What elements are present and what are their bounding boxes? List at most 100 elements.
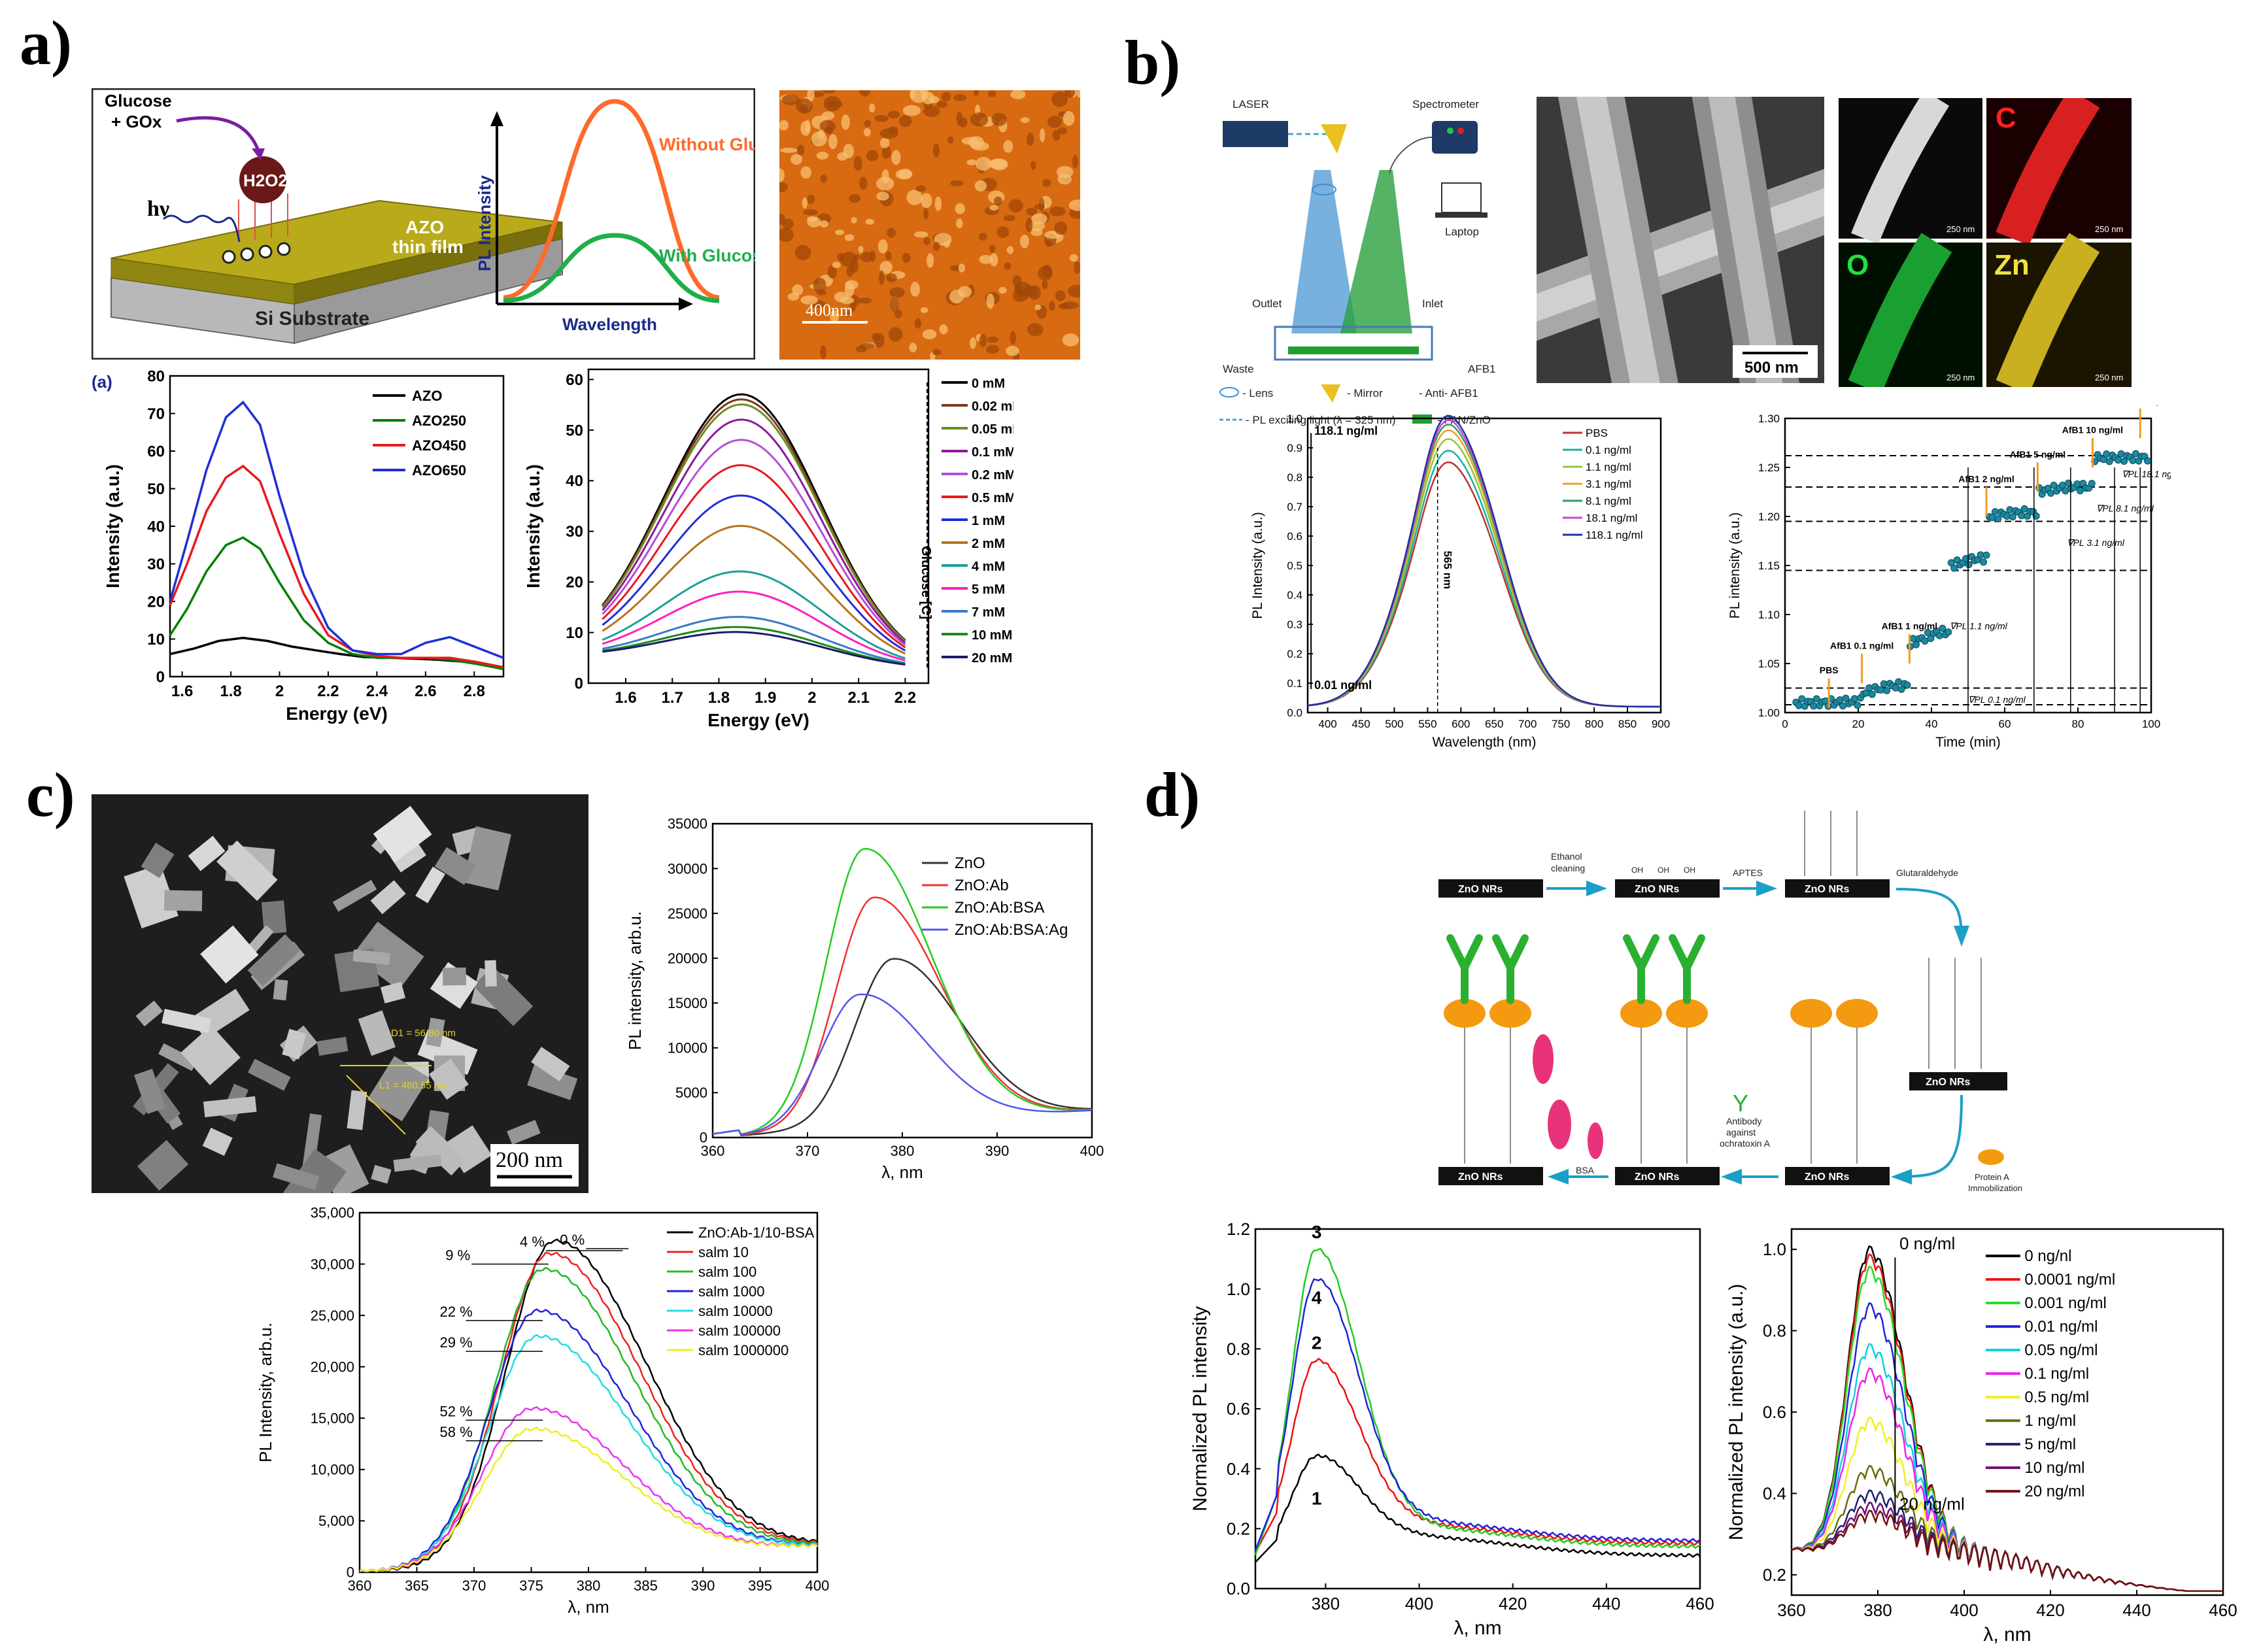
afm-grain	[1004, 262, 1012, 270]
bsa-label: BSA	[1576, 1165, 1595, 1175]
afm-grain	[1038, 265, 1053, 281]
afm-grain	[819, 120, 836, 133]
injection-label: AfB1 2 ng/ml	[1958, 474, 2014, 484]
data-point	[2088, 480, 2096, 488]
afm-grain	[864, 120, 871, 127]
x-tick-label: 375	[519, 1577, 543, 1594]
zno-crystal	[158, 1043, 197, 1071]
y-axis-label: Normalized PL intensity	[1189, 1306, 1211, 1511]
data-point	[1935, 632, 1943, 639]
afm-grains	[779, 90, 1080, 360]
y-tick-label: 0.0	[1287, 707, 1302, 719]
y-tick-label: 0.0	[1227, 1579, 1250, 1598]
x-tick-label: 390	[691, 1577, 715, 1594]
legend-label: 1.1 ng/ml	[1586, 461, 1631, 473]
series-line-ota	[1791, 1245, 2223, 1593]
x-tick-label: 420	[1499, 1594, 1527, 1613]
protein-a-icon	[1978, 1149, 2004, 1165]
annotation-top: 0 ng/ml	[1899, 1234, 1955, 1253]
afm-grain	[958, 286, 972, 297]
afm-grain	[891, 150, 901, 165]
series-line-salm	[359, 1251, 818, 1572]
eds-scale-4: 250 nm	[2095, 373, 2123, 382]
zno-crystal	[180, 1025, 241, 1085]
legend-label: 4 mM	[972, 560, 1005, 574]
substrate-label: Si Substrate	[255, 308, 369, 329]
afm-grain	[923, 207, 929, 220]
y-tick-label: 25,000	[311, 1307, 354, 1324]
data-point	[2003, 513, 2011, 520]
afm-grain	[834, 292, 849, 303]
eds-c-label: C	[1996, 102, 2016, 134]
data-point	[1868, 690, 1876, 698]
legend-label: 8.1 ng/ml	[1586, 495, 1631, 507]
x-tick-label: 2	[808, 689, 816, 707]
a-schematic: AZO thin film Si Substrate H2O2 Glucose …	[92, 88, 755, 360]
mirror-icon	[1321, 124, 1347, 154]
y-tick-label: 50	[147, 480, 165, 498]
afm-grain	[915, 185, 926, 192]
series-line-glucose	[602, 626, 906, 666]
zno-crystal	[347, 1090, 367, 1130]
h2o2-label: H2O2	[243, 171, 288, 190]
y-tick-label: 5,000	[318, 1513, 354, 1529]
y-tick-label: 20000	[668, 950, 707, 966]
x-tick-label: 2.4	[366, 683, 388, 700]
wavelength-label: Wavelength	[562, 314, 657, 334]
afm-grain	[853, 156, 862, 171]
chart-a2: 1.6 1.7 1.8 1.9 2 2.1 2.2 0 10 20 30 40 50 60 Energy (…	[523, 368, 1013, 730]
spectrometer-box	[1432, 121, 1478, 154]
y-axis-label: Intensity (a.u.)	[103, 464, 123, 588]
y-tick-label: 5000	[675, 1085, 707, 1101]
c-sem-image: D1 = 56.80 nm L1 = 460.55 nm 200 nm	[92, 794, 588, 1193]
afm-grain	[1042, 179, 1051, 187]
afm-grain	[932, 143, 940, 158]
afm-grain	[971, 141, 989, 151]
x-tick-label: 2.2	[894, 689, 916, 707]
data-point	[2009, 513, 2016, 520]
b-sem-image: 500 nm	[1537, 97, 1824, 383]
b-setup-legend: - Lens - Mirror - Anti- AFB1 - PL exciti…	[1219, 384, 1491, 426]
y-tick-label: 15000	[668, 995, 707, 1011]
eds-o-label: O	[1846, 249, 1869, 281]
x-tick-label: 395	[748, 1577, 772, 1594]
y-tick-label: 50	[566, 422, 583, 439]
afm-grain	[902, 252, 911, 263]
y-tick-label: 1.00	[1758, 707, 1780, 719]
injection-label: AfB1 5 ng/ml	[2010, 449, 2066, 460]
afm-grain	[1010, 90, 1026, 99]
zno-block-4	[1909, 1072, 2007, 1090]
legend-label: 1 mM	[972, 514, 1005, 528]
afm-image: 400nm	[779, 90, 1080, 360]
afm-grain	[1006, 346, 1019, 356]
afm-grain	[876, 192, 889, 201]
series-line-zno	[712, 958, 1092, 1137]
sem-crystals	[124, 805, 578, 1193]
injection-label: PBS	[1820, 665, 1839, 675]
afm-grain	[996, 226, 1010, 239]
data-point	[1912, 641, 1920, 649]
y-axis-label: PL intensity, arb.u.	[625, 911, 645, 1050]
legend-label: ZnO:Ab-1/10-BSA	[698, 1224, 815, 1241]
y-tick-label: 0	[575, 675, 583, 692]
zno-label-2: ZnO NRs	[1635, 884, 1680, 895]
series-line-ota	[1791, 1464, 2223, 1593]
afm-grain	[779, 228, 794, 242]
afm-grain	[1042, 280, 1048, 290]
zno-crystal	[216, 840, 278, 902]
legend-label: salm 100000	[698, 1323, 781, 1339]
series-line-salm	[359, 1334, 818, 1572]
afm-grain	[989, 253, 998, 267]
annotation-bottom: 20 ng/ml	[1899, 1494, 1965, 1513]
x-tick-label: 1.8	[708, 689, 730, 707]
afm-grain	[819, 220, 828, 228]
percent-label: 4 %	[520, 1234, 545, 1250]
y-tick-label: 0.4	[1763, 1484, 1786, 1504]
percent-label: 9 %	[445, 1247, 470, 1264]
afm-grain	[989, 205, 998, 211]
annotation-low: 0.01 ng/ml	[1314, 679, 1372, 692]
x-tick-label: 60	[1999, 718, 2011, 730]
x-tick-label: 450	[1352, 718, 1370, 730]
x-tick-label: 390	[985, 1143, 1010, 1159]
film-label-2: thin film	[392, 237, 464, 257]
